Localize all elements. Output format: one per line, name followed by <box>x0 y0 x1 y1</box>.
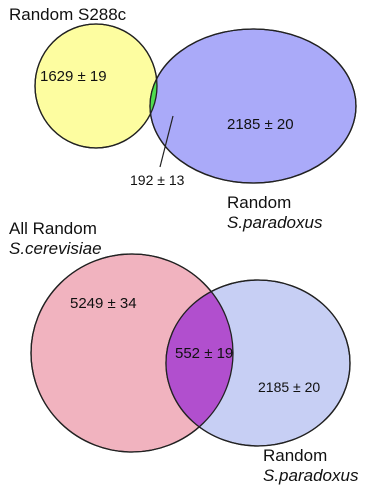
set-b-circle <box>149 28 357 184</box>
overlap-value: 192 ± 13 <box>130 172 185 188</box>
set-b-name-line1: Random <box>263 446 327 465</box>
set-b-value: 2185 ± 20 <box>227 116 294 133</box>
set-a-name: Random S288c <box>9 5 127 24</box>
set-b-value: 2185 ± 20 <box>258 379 320 395</box>
overlap-value: 552 ± 19 <box>175 345 233 362</box>
set-a-value: 5249 ± 34 <box>70 295 137 312</box>
set-a-name-line2: S.cerevisiae <box>9 239 102 258</box>
set-a-name-line1: All Random <box>9 219 97 238</box>
set-b-name-line1: Random <box>227 193 291 212</box>
set-b-name-line2: S.paradoxus <box>227 213 323 232</box>
overlap-region <box>166 280 233 446</box>
venn-diagram-2: All Random S.cerevisiae 5249 ± 34 552 ± … <box>9 219 359 485</box>
set-b-name-line2: S.paradoxus <box>263 466 359 485</box>
overlap-leader-line <box>159 115 174 168</box>
venn-diagram-1: Random S288c 1629 ± 19 2185 ± 20 192 ± 1… <box>9 5 357 232</box>
set-a-value: 1629 ± 19 <box>40 68 107 85</box>
